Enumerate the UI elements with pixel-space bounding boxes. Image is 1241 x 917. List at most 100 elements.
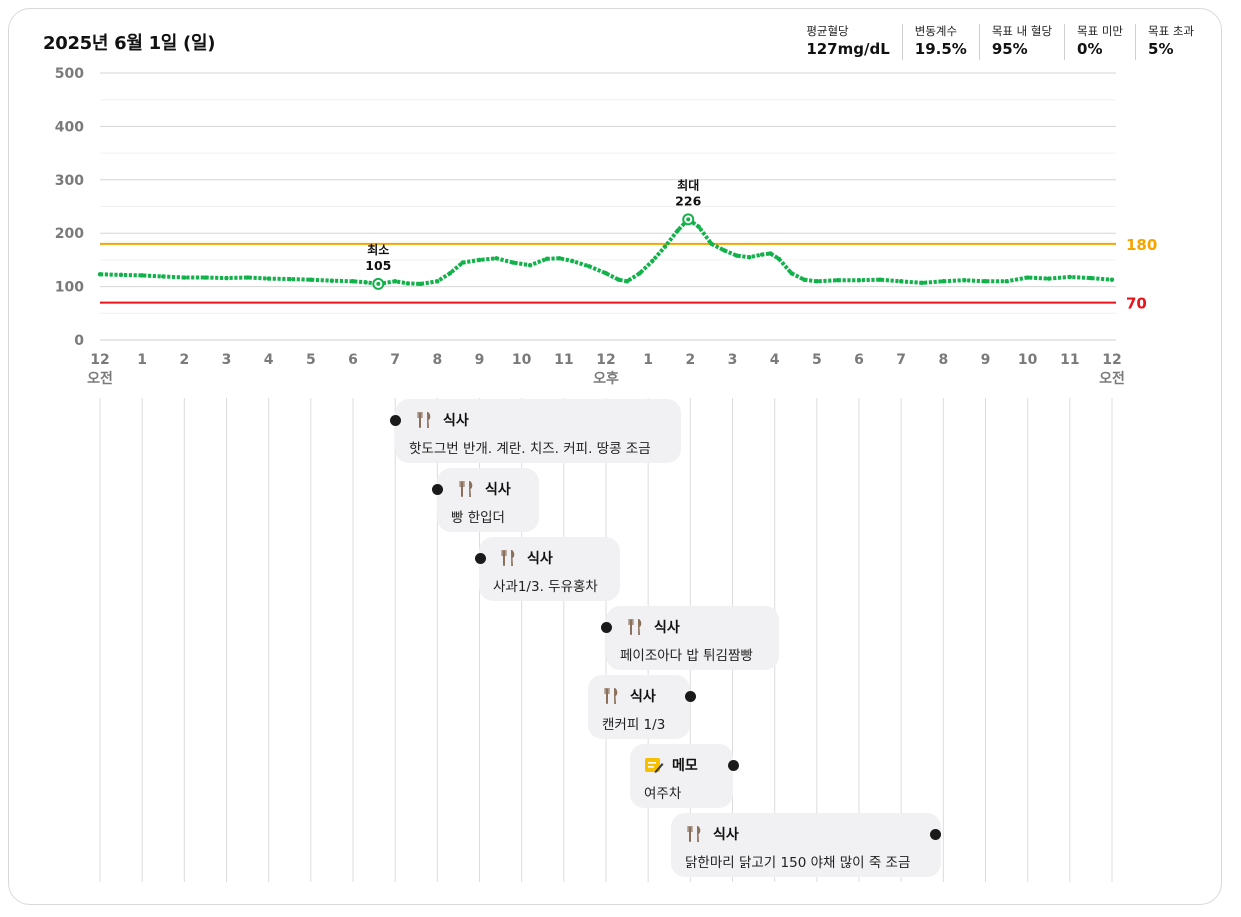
glucose-point xyxy=(435,279,440,284)
stat-value: 127mg/dL xyxy=(806,40,890,58)
event-header: 식사 xyxy=(409,409,667,431)
glucose-point xyxy=(941,279,946,284)
glucose-point xyxy=(557,256,562,261)
ampm-label: 오후 xyxy=(593,371,619,387)
glucose-point xyxy=(721,248,727,253)
event-type: 메모 xyxy=(672,758,698,774)
x-tick-label: 1 xyxy=(137,352,147,368)
glucose-point xyxy=(709,241,714,247)
glucose-point xyxy=(494,256,499,261)
glucose-point xyxy=(1067,274,1073,280)
x-tick-label: 5 xyxy=(812,352,822,368)
x-tick-label: 12 xyxy=(90,352,109,368)
glucose-point xyxy=(527,263,533,268)
glucose-point xyxy=(118,272,124,278)
event-time-marker xyxy=(728,760,739,771)
event-type: 식사 xyxy=(654,620,680,636)
y-tick-label: 500 xyxy=(55,66,84,82)
glucose-point xyxy=(1025,275,1030,280)
glucose-point xyxy=(308,277,314,282)
x-tick-label: 9 xyxy=(475,352,485,368)
glucose-point xyxy=(776,256,782,262)
event-description: 여주차 xyxy=(644,786,682,802)
x-tick-label: 2 xyxy=(685,352,695,368)
marker-center xyxy=(686,217,691,222)
event-description: 닭한마리 닭고기 150 야채 많이 죽 조금 xyxy=(685,855,911,871)
y-tick-label: 200 xyxy=(55,226,84,242)
event-description: 페이조아다 밥 튀김짬빵 xyxy=(620,648,753,664)
glucose-point xyxy=(747,255,752,260)
glucose-point xyxy=(662,244,668,249)
x-tick-label: 6 xyxy=(348,352,358,368)
utensils-icon xyxy=(602,686,622,706)
event-header: 식사 xyxy=(493,547,606,569)
event-header: 식사 xyxy=(685,823,927,845)
glucose-point xyxy=(616,277,621,282)
event-time-marker xyxy=(432,484,443,495)
x-tick-label: 2 xyxy=(179,352,189,368)
event-description: 핫도그번 반개. 계란. 치즈. 커피. 땅콩 조금 xyxy=(409,441,651,457)
glucose-point xyxy=(460,260,465,265)
memo-icon xyxy=(644,755,664,775)
glucose-point xyxy=(287,276,292,282)
stat-label: 평균혈당 xyxy=(806,24,849,38)
utensils-icon xyxy=(457,479,477,499)
annotation-label: 최대 xyxy=(677,177,699,192)
event-description: 빵 한입더 xyxy=(451,510,505,526)
glucose-point xyxy=(392,279,398,284)
glucose-point xyxy=(962,277,967,283)
glucose-point xyxy=(603,271,609,276)
glucose-point xyxy=(637,271,642,276)
stat-in-range: 목표 내 혈당 95% xyxy=(978,24,1064,60)
y-tick-label: 0 xyxy=(74,333,84,349)
glucose-point xyxy=(245,275,250,280)
glucose-point xyxy=(1046,276,1051,281)
utensils-icon xyxy=(499,548,519,568)
utensils-icon xyxy=(685,824,705,844)
event-header: 식사 xyxy=(451,478,525,500)
stat-below-range: 목표 미만 0% xyxy=(1064,24,1135,60)
glucose-point xyxy=(161,274,166,279)
glucose-point xyxy=(203,275,208,280)
glucose-point xyxy=(734,253,739,258)
x-tick-label: 3 xyxy=(222,352,232,368)
x-tick-label: 4 xyxy=(264,352,274,368)
x-tick-label: 8 xyxy=(432,352,442,368)
x-tick-label: 12 xyxy=(596,352,615,368)
event-time-marker xyxy=(475,553,486,564)
x-tick-label: 7 xyxy=(896,352,906,368)
glucose-point xyxy=(139,273,145,278)
stats-summary: 평균혈당 127mg/dL 변동계수 19.5% 목표 내 혈당 95% 목표 … xyxy=(806,24,1194,60)
x-tick-label: 9 xyxy=(981,352,991,368)
utensils-icon xyxy=(626,617,646,637)
glucose-point xyxy=(789,271,794,276)
stat-label: 변동계수 xyxy=(914,24,958,38)
event-header: 식사 xyxy=(620,616,765,638)
glucose-point xyxy=(405,281,411,286)
glucose-point xyxy=(835,277,841,283)
event-description: 캔커피 1/3 xyxy=(602,717,666,733)
event-type: 식사 xyxy=(630,689,656,705)
date-title: 2025년 6월 1일 (일) xyxy=(43,33,216,54)
y-tick-label: 300 xyxy=(55,173,84,189)
glucose-point xyxy=(511,260,516,265)
event-time-marker xyxy=(685,691,696,702)
x-tick-label: 11 xyxy=(554,352,573,368)
event-description: 사과1/3. 두유홍차 xyxy=(493,579,598,595)
x-tick-label: 7 xyxy=(390,352,400,368)
glucose-point xyxy=(650,258,655,264)
event-header: 메모 xyxy=(644,754,719,776)
marker-center xyxy=(376,281,381,286)
glucose-point xyxy=(182,275,187,280)
event-time-marker xyxy=(930,829,941,840)
glucose-point xyxy=(624,279,630,284)
stat-label: 목표 미만 xyxy=(1077,24,1124,38)
glucose-point xyxy=(363,280,368,285)
